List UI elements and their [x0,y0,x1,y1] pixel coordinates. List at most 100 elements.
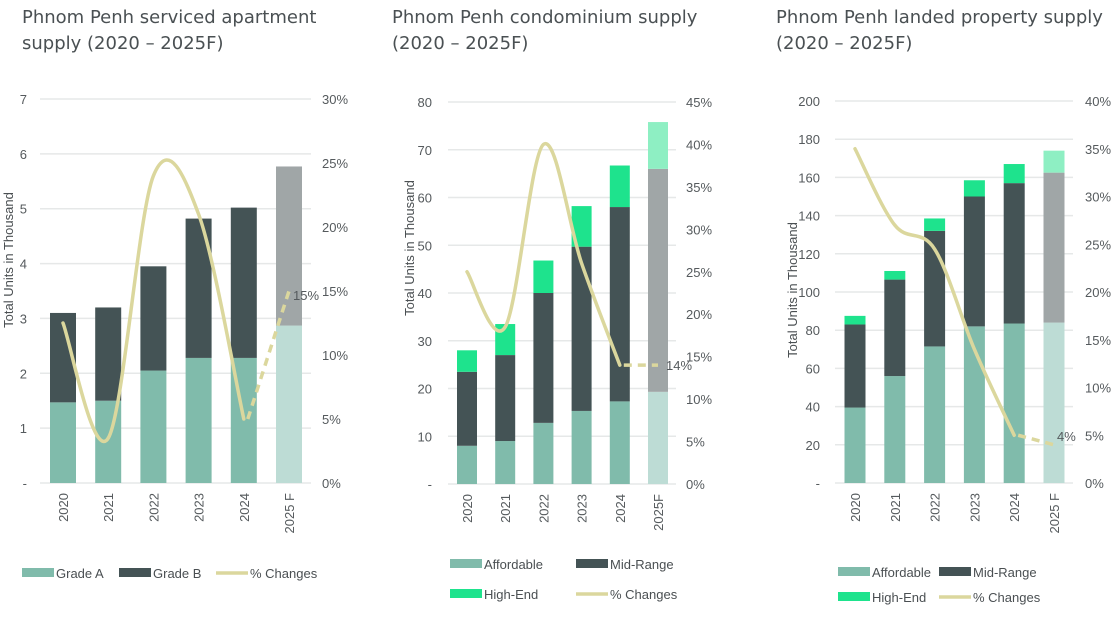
x-tick-label: 2024 [1007,493,1022,522]
bar-high-end-2020 [457,350,477,372]
legend-label: Affordable [872,565,931,580]
y-tick-label: 100 [798,285,820,300]
line-percent-changes-forecast [1017,433,1055,447]
bar-mid-range-2020 [457,371,477,446]
y-tick-label: 1 [20,421,27,436]
bar-high-end-2025F [648,122,668,169]
bar-affordable-2025F [1043,322,1065,483]
bar-grade-b-2024 [230,207,257,358]
legend-swatch [939,567,971,576]
legend-swatch [576,559,608,568]
legend-label: % Changes [610,587,678,602]
legend-label: Grade A [56,566,104,581]
legend-label: Grade B [153,566,201,581]
bar-high-end-2024 [609,165,630,208]
y2-tick-label: 5% [686,435,705,450]
bar-affordable-2024 [609,401,630,484]
chart-title: Phnom Penh landed property supply (2020 … [776,7,1103,54]
bar-grade-a-2025F [276,325,302,483]
x-tick-label: 2022 [928,493,943,522]
bar-affordable-2022 [924,346,946,483]
x-tick-label: 2021 [498,494,513,523]
data-label-forecast-change: 14% [666,358,692,373]
y-tick-label: - [816,476,820,491]
line-percent-changes-forecast [246,290,291,420]
bar-high-end-2020 [844,315,866,325]
y-tick-label: 4 [20,257,27,272]
bar-high-end-2023 [963,180,985,197]
y-tick-label: 60 [806,361,820,376]
bar-mid-range-2023 [963,196,985,327]
bar-grade-a-2022 [140,370,167,483]
legend-label: High-End [872,590,926,605]
legend-label: Mid-Range [610,557,674,572]
y2-tick-label: 35% [1085,142,1111,157]
bar-high-end-2021 [884,270,906,280]
x-tick-label: 2021 [101,493,116,522]
y-tick-label: 80 [418,95,432,110]
y2-tick-label: 25% [322,156,348,171]
y-tick-label: - [428,477,432,492]
x-tick-label: 2023 [192,493,207,522]
legend-swatch [838,592,870,601]
y-tick-label: 10 [418,429,432,444]
bar-grade-a-2023 [185,357,212,483]
bar-high-end-2022 [924,218,946,231]
x-tick-label: 2024 [237,493,252,522]
bar-high-end-2024 [1003,164,1025,184]
y2-tick-label: 20% [1085,285,1111,300]
legend-label: % Changes [973,590,1041,605]
y2-tick-label: 30% [686,222,712,237]
y-tick-label: 3 [20,311,27,326]
x-tick-label: 2024 [613,494,628,523]
y2-tick-label: 10% [1085,381,1111,396]
line-percent-changes [853,147,1016,437]
y-tick-label: 20 [418,382,432,397]
y-tick-label: 70 [418,143,432,158]
y-tick-label: 120 [798,247,820,262]
x-tick-label: 2022 [536,494,551,523]
bar-affordable-2020 [457,445,477,484]
x-tick-label: 2020 [56,493,71,522]
legend-label: Mid-Range [973,565,1037,580]
y2-tick-label: 5% [1085,428,1104,443]
bar-mid-range-2022 [533,293,554,423]
x-tick-label: 2025F [651,494,666,531]
y2-tick-label: 30% [1085,190,1111,205]
chart-svg: - 1 2 3 4 5 6 7 0% 5% 10% 15% 20% 25% 30% Total Units i… [1,92,348,581]
y-tick-label: 40 [806,400,820,415]
y2-tick-label: 25% [686,265,712,280]
bar-affordable-2025F [648,391,668,484]
y-tick-label: 160 [798,170,820,185]
y2-tick-label: 0% [322,476,341,491]
x-tick-label: 2020 [460,494,475,523]
x-tick-label: 2023 [575,494,590,523]
y2-tick-label: 40% [686,137,712,152]
y2-tick-label: 25% [1085,237,1111,252]
y2-tick-label: 20% [686,307,712,322]
legend-swatch [450,589,482,598]
bar-mid-range-2025F [1043,172,1065,323]
y2-tick-label: 35% [686,180,712,195]
chart-title: Phnom Penh serviced apartment supply (20… [22,7,317,54]
bar-mid-range-2024 [1003,183,1025,324]
bar-grade-b-2025F [276,166,302,326]
bar-affordable-2021 [495,441,516,484]
y-tick-label: 80 [806,323,820,338]
data-label-forecast-change: 4% [1057,429,1076,444]
bar-high-end-2025F [1043,150,1065,173]
y-axis-label: Total Units in Thousand [785,222,800,358]
y2-tick-label: 45% [686,95,712,110]
y2-tick-label: 0% [686,477,705,492]
data-label-forecast-change: 15% [293,288,319,303]
legend-swatch [22,568,54,577]
y2-tick-label: 15% [1085,333,1111,348]
chart-panel-serviced-apartment: Phnom Penh serviced apartment supply (20… [0,0,375,617]
bar-mid-range-2025F [648,168,668,392]
y2-tick-label: 15% [686,350,712,365]
legend-label: Affordable [484,557,543,572]
bar-mid-range-2021 [495,355,516,442]
y2-tick-label: 5% [322,412,341,427]
